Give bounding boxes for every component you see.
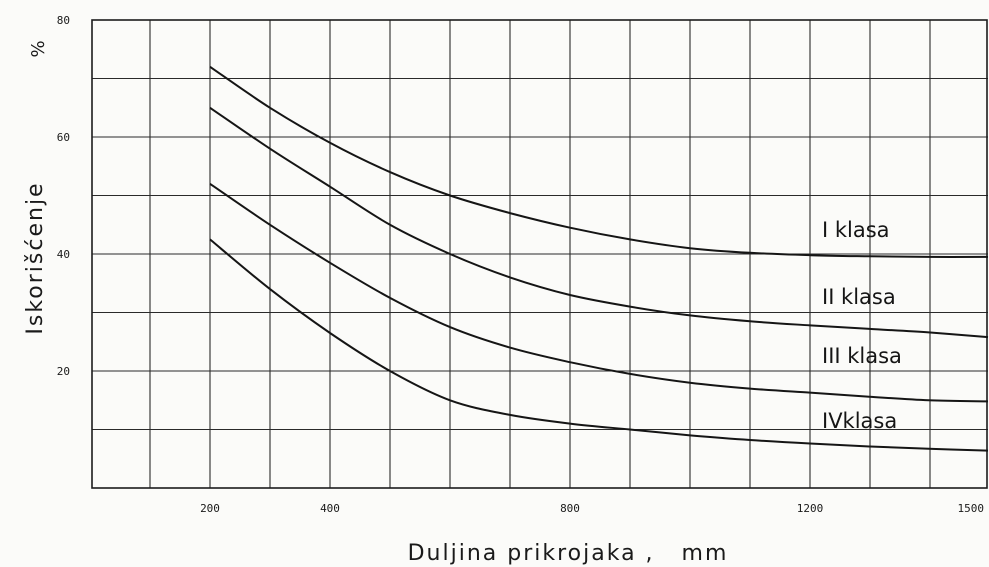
y-tick-label: 20 bbox=[57, 365, 70, 378]
x-tick-label: 400 bbox=[320, 502, 340, 515]
tick-labels: 200 400 800 1200 1500 20 40 60 80 bbox=[57, 14, 984, 515]
series-line-2 bbox=[209, 106, 989, 339]
x-tick-label: 1500 bbox=[958, 502, 985, 515]
curves bbox=[209, 65, 989, 452]
y-tick-label: 60 bbox=[57, 131, 70, 144]
x-axis-title: Duljina prikrojaka , mm bbox=[408, 541, 729, 566]
series-line-3 bbox=[209, 182, 989, 403]
grid bbox=[91, 19, 988, 489]
plot-frame bbox=[91, 19, 988, 489]
curve-labels: I klasa II klasa III klasa IVklasa bbox=[822, 218, 902, 433]
y-axis-title: Iskorišćenje bbox=[23, 181, 48, 334]
x-tick-label: 800 bbox=[560, 502, 580, 515]
series-label-2: II klasa bbox=[822, 285, 896, 309]
y-tick-label: 80 bbox=[57, 14, 70, 27]
series-label-1: I klasa bbox=[822, 218, 890, 242]
series-line-4 bbox=[209, 238, 989, 452]
series-line-1 bbox=[209, 65, 989, 258]
x-tick-label: 1200 bbox=[797, 502, 824, 515]
series-label-3: III klasa bbox=[822, 344, 902, 368]
y-tick-label: 40 bbox=[57, 248, 70, 261]
x-tick-label: 200 bbox=[200, 502, 220, 515]
y-unit: % bbox=[28, 40, 49, 57]
series-label-4: IVklasa bbox=[822, 409, 897, 433]
